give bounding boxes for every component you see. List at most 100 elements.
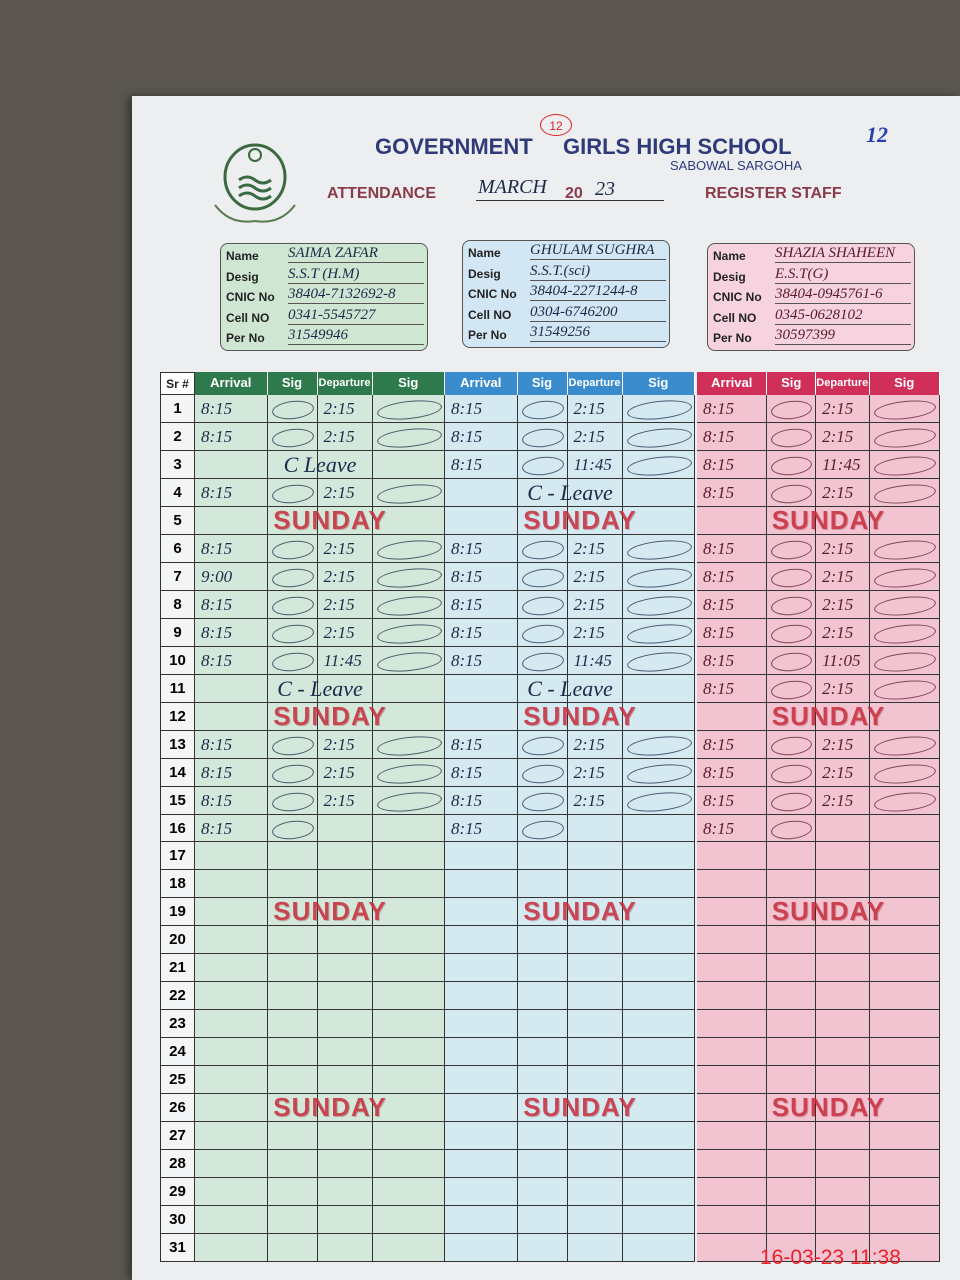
row-number: 31 xyxy=(160,1234,195,1262)
grid-cell xyxy=(697,1178,768,1207)
grid-cell xyxy=(697,1038,768,1067)
departure-time: 2:15 xyxy=(822,426,854,446)
grid-cell xyxy=(869,674,940,703)
title: GOVERNMENT xyxy=(375,134,533,159)
grid-cell xyxy=(869,814,940,843)
arrival-time: 8:15 xyxy=(201,790,233,810)
grid-cell xyxy=(372,702,445,731)
grid-cell xyxy=(816,982,870,1011)
grid-cell xyxy=(767,702,817,731)
departure-time: 2:15 xyxy=(822,790,854,810)
grid-cell xyxy=(372,814,445,843)
arrival-time: 8:15 xyxy=(451,790,483,810)
card-value: 30597399 xyxy=(775,327,911,345)
grid-cell xyxy=(567,982,623,1011)
grid-cell xyxy=(816,870,870,899)
grid-cell xyxy=(767,898,817,927)
grid-cell xyxy=(567,758,623,787)
departure-time: 2:15 xyxy=(323,399,355,418)
column-header: Sig xyxy=(869,372,940,395)
grid-cell xyxy=(869,786,940,815)
row-number: 22 xyxy=(160,982,195,1011)
grid-cell xyxy=(317,786,373,815)
card-value: GHULAM SUGHRA xyxy=(530,242,666,260)
grid-cell xyxy=(372,870,445,899)
grid-cell xyxy=(869,478,940,507)
grid-cell xyxy=(195,1206,268,1235)
grid-cell xyxy=(195,1010,268,1039)
grid-cell xyxy=(869,1150,940,1179)
departure-time: 2:15 xyxy=(573,426,605,446)
grid-cell xyxy=(869,702,940,731)
column-header: Sig xyxy=(622,372,695,395)
row-number: 14 xyxy=(160,758,195,787)
grid-cell xyxy=(317,674,373,703)
grid-cell xyxy=(445,730,518,759)
grid-cell xyxy=(195,590,268,619)
grid-cell xyxy=(445,1178,518,1207)
card-label: CNIC No xyxy=(468,287,517,301)
grid-cell xyxy=(517,674,568,703)
grid-cell xyxy=(767,674,817,703)
grid-cell xyxy=(517,1010,568,1039)
departure-time: 11:05 xyxy=(822,650,861,670)
grid-cell xyxy=(622,758,695,787)
grid-cell xyxy=(267,1150,318,1179)
grid-cell xyxy=(869,758,940,787)
grid-cell xyxy=(517,1094,568,1123)
grid-cell xyxy=(869,1010,940,1039)
grid-cell xyxy=(517,730,568,759)
card-value: 0304-6746200 xyxy=(530,304,666,322)
card-label: CNIC No xyxy=(713,290,762,304)
row-number: 7 xyxy=(160,562,195,591)
arrival-time: 8:15 xyxy=(703,678,735,698)
grid-cell xyxy=(567,422,623,451)
grid-cell xyxy=(816,478,870,507)
grid-cell xyxy=(869,982,940,1011)
card-label: Desig xyxy=(226,269,259,284)
grid-cell xyxy=(697,954,768,983)
grid-cell xyxy=(317,954,373,983)
departure-time: 11:45 xyxy=(573,454,612,474)
grid-cell xyxy=(517,618,568,647)
grid-cell xyxy=(445,870,518,899)
grid-cell xyxy=(622,1150,695,1179)
card-label: Cell NO xyxy=(468,307,512,322)
grid-cell xyxy=(622,562,695,591)
card-label: Cell NO xyxy=(713,310,757,325)
grid-cell xyxy=(622,982,695,1011)
location: SABOWAL SARGOHA xyxy=(670,158,802,173)
grid-cell xyxy=(816,1066,870,1095)
grid-cell xyxy=(567,1178,623,1207)
grid-cell xyxy=(317,1122,373,1151)
card-value: 0341-5545727 xyxy=(288,307,424,325)
grid-cell xyxy=(869,1234,940,1262)
arrival-time: 8:15 xyxy=(451,538,483,558)
grid-cell xyxy=(317,450,373,479)
grid-cell xyxy=(869,506,940,535)
arrival-time: 8:15 xyxy=(451,454,483,474)
grid-cell xyxy=(267,982,318,1011)
grid-cell xyxy=(697,674,768,703)
grid-cell xyxy=(517,842,568,871)
grid-cell xyxy=(267,674,318,703)
grid-cell xyxy=(317,618,373,647)
row-number: 30 xyxy=(160,1206,195,1235)
departure-time: 2:15 xyxy=(323,790,355,810)
grid-cell xyxy=(267,842,318,871)
grid-cell xyxy=(869,450,940,479)
grid-cell xyxy=(195,870,268,899)
grid-cell xyxy=(195,842,268,871)
row-number: 23 xyxy=(160,1010,195,1039)
grid-cell xyxy=(697,1206,768,1235)
card-label: Name xyxy=(226,249,259,263)
grid-cell xyxy=(445,534,518,563)
row-number: 3 xyxy=(160,450,195,479)
row-number: 17 xyxy=(160,842,195,871)
sunday-stamp: SUNDAY xyxy=(523,504,637,535)
grid-cell xyxy=(622,646,695,675)
grid-cell xyxy=(622,870,695,899)
grid-cell xyxy=(195,674,268,703)
grid-cell xyxy=(697,814,768,843)
grid-cell xyxy=(622,1178,695,1207)
